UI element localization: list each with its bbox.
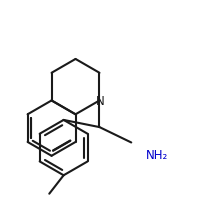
Text: NH₂: NH₂ — [146, 149, 168, 162]
Text: N: N — [96, 95, 105, 107]
